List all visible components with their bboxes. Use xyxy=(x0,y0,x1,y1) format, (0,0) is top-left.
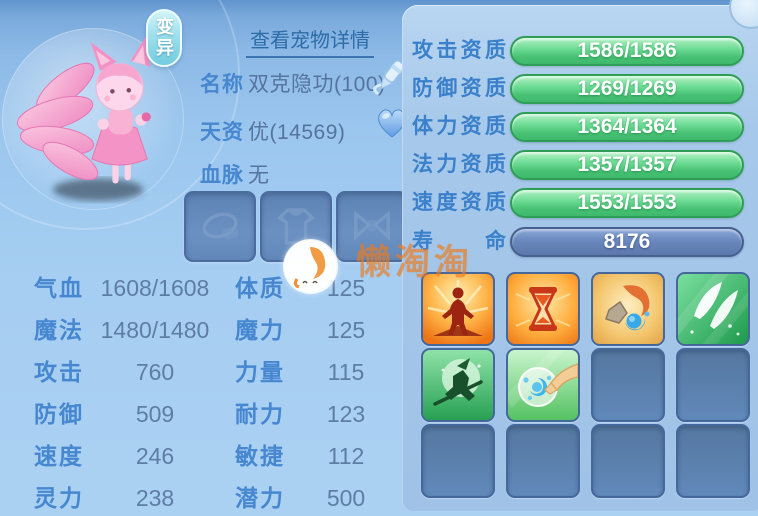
skill-slot-empty xyxy=(676,348,750,422)
skill-slot-empty xyxy=(421,424,495,498)
skill-icon-elemental-swirl[interactable] xyxy=(591,272,665,346)
skill-icon-hourglass[interactable] xyxy=(506,272,580,346)
equipment-slot-collar[interactable] xyxy=(184,191,256,262)
skill-slot-empty xyxy=(676,424,750,498)
view-pet-details-link[interactable]: 查看宠物详情 xyxy=(246,24,374,58)
stat-label: 耐力 xyxy=(235,401,285,427)
skill-slot-empty xyxy=(591,424,665,498)
stat-value: 1608/1608 xyxy=(100,275,210,301)
stat-label: 气血 xyxy=(34,275,84,301)
stat-value: 1480/1480 xyxy=(100,317,210,343)
stat-label: 潜力 xyxy=(235,485,285,511)
lifespan-bar: 8176 xyxy=(510,227,744,257)
quality-bar-stamina: 1364/1364 xyxy=(510,112,744,142)
name-label: 名称 xyxy=(200,73,244,96)
stat-label: 敏捷 xyxy=(235,443,285,469)
stat-value: 509 xyxy=(135,401,175,427)
stat-label: 攻击 xyxy=(34,359,84,385)
pet-avatar-fox xyxy=(14,34,176,206)
skill-icon-water-blessing[interactable] xyxy=(506,348,580,422)
quality-label-magic: 法力资质 xyxy=(412,153,506,176)
stat-row-hp: 气血 1608/1608 体质 125 xyxy=(0,274,410,302)
quality-label-defense: 防御资质 xyxy=(412,77,506,100)
skill-slot-empty xyxy=(506,424,580,498)
stat-row-defense: 防御 509 耐力 123 xyxy=(0,400,410,428)
equipment-slot-bow[interactable] xyxy=(336,191,408,262)
stat-label: 魔力 xyxy=(235,317,285,343)
quality-bar-magic: 1357/1357 xyxy=(510,150,744,180)
mutation-badge: 变异 xyxy=(146,9,182,67)
stat-value: 500 xyxy=(326,485,366,511)
stat-row-attack: 攻击 760 力量 115 xyxy=(0,358,410,386)
stat-row-speed: 速度 246 敏捷 112 xyxy=(0,442,410,470)
quality-bar-defense: 1269/1269 xyxy=(510,74,744,104)
stat-value: 125 xyxy=(326,275,366,301)
stat-value: 238 xyxy=(135,485,175,511)
name-value: 双克隐功(100) xyxy=(248,73,386,96)
quality-label-speed: 速度资质 xyxy=(412,191,506,214)
quality-bar-attack: 1586/1586 xyxy=(510,36,744,66)
stat-value: 112 xyxy=(327,443,365,469)
stat-value: 760 xyxy=(135,359,175,385)
stat-value: 123 xyxy=(326,401,366,427)
bloodline-value: 无 xyxy=(248,164,270,187)
stat-value: 125 xyxy=(326,317,366,343)
stat-label: 力量 xyxy=(235,359,285,385)
stat-value: 246 xyxy=(135,443,175,469)
pet-quality-panel: 攻击资质 1586/1586 防御资质 1269/1269 体力资质 1364/… xyxy=(402,5,758,511)
skill-icon-shadow-warrior[interactable] xyxy=(421,348,495,422)
quality-label-attack: 攻击资质 xyxy=(412,39,506,62)
aptitude-label: 天资 xyxy=(200,121,244,144)
bloodline-label: 血脉 xyxy=(200,164,244,187)
skill-icon-feather-wind[interactable] xyxy=(676,272,750,346)
stat-label: 灵力 xyxy=(34,485,84,511)
stat-row-spirit: 灵力 238 潜力 500 xyxy=(0,484,410,512)
edit-name-pencil-icon[interactable] xyxy=(371,57,411,99)
stat-row-mp: 魔法 1480/1480 魔力 125 xyxy=(0,316,410,344)
lifespan-label: 寿命 xyxy=(412,230,506,253)
equipment-slot-armor[interactable] xyxy=(260,191,332,262)
stat-label: 体质 xyxy=(235,275,285,301)
skill-slot-empty xyxy=(591,348,665,422)
corner-circle-decoration xyxy=(729,0,758,29)
quality-label-stamina: 体力资质 xyxy=(412,115,506,138)
skill-icon-body-power[interactable] xyxy=(421,272,495,346)
stat-label: 魔法 xyxy=(34,317,84,343)
stat-value: 115 xyxy=(327,359,365,385)
quality-bar-speed: 1553/1553 xyxy=(510,188,744,218)
stat-label: 防御 xyxy=(34,401,84,427)
aptitude-value: 优(14569) xyxy=(248,121,346,144)
stat-label: 速度 xyxy=(34,443,84,469)
